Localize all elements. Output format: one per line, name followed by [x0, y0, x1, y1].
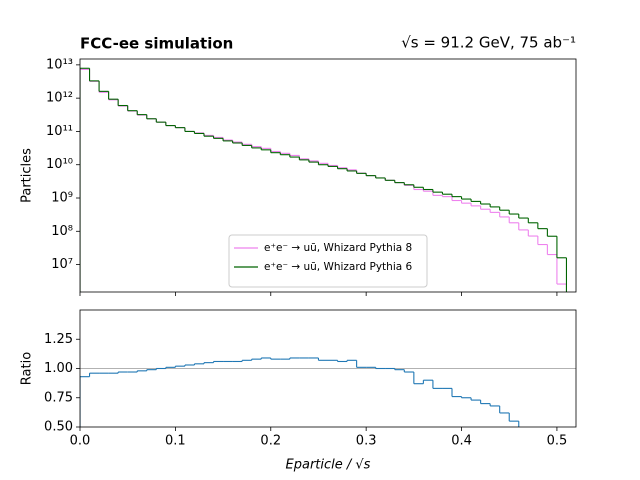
x-tick-label: 0.1: [165, 434, 186, 449]
plot-area: [80, 67, 568, 292]
y-tick-label: 10¹⁰: [46, 157, 73, 172]
chart-subtitle: √s = 91.2 GeV, 75 ab⁻¹: [401, 34, 576, 52]
x-tick-label: 0.3: [356, 434, 377, 449]
axes-frame: [79, 58, 577, 293]
x-axis-label: Eparticle / √s: [286, 458, 371, 473]
plot-area: [80, 357, 576, 427]
y-axis-label: Particles: [20, 148, 35, 203]
y-tick-label: 10¹³: [46, 57, 73, 72]
legend-label: e⁺e⁻ → uū, Whizard Pythia 8: [264, 242, 412, 254]
x-tick-label: 0.4: [451, 434, 472, 449]
y-tick-label: 0.75: [44, 390, 73, 405]
y-tick-label: 1.25: [44, 332, 73, 347]
y-tick-label: 10¹¹: [46, 124, 73, 139]
y-tick-label: 10¹²: [46, 91, 73, 106]
y-tick-label: 0.50: [44, 420, 73, 435]
legend-label: e⁺e⁻ → uū, Whizard Pythia 6: [264, 261, 413, 273]
x-tick-label: 0.0: [70, 434, 91, 449]
x-tick-label: 0.5: [547, 434, 568, 449]
legend-box: [228, 234, 428, 288]
y-tick-label: 10⁷: [51, 257, 73, 272]
x-tick-label: 0.2: [260, 434, 281, 449]
y-axis-label: Ratio: [20, 352, 35, 385]
y-tick-label: 10⁸: [51, 224, 73, 239]
y-tick-label: 1.00: [44, 361, 73, 376]
chart-title: FCC-ee simulation: [80, 35, 233, 53]
y-tick-label: 10⁹: [51, 191, 73, 206]
